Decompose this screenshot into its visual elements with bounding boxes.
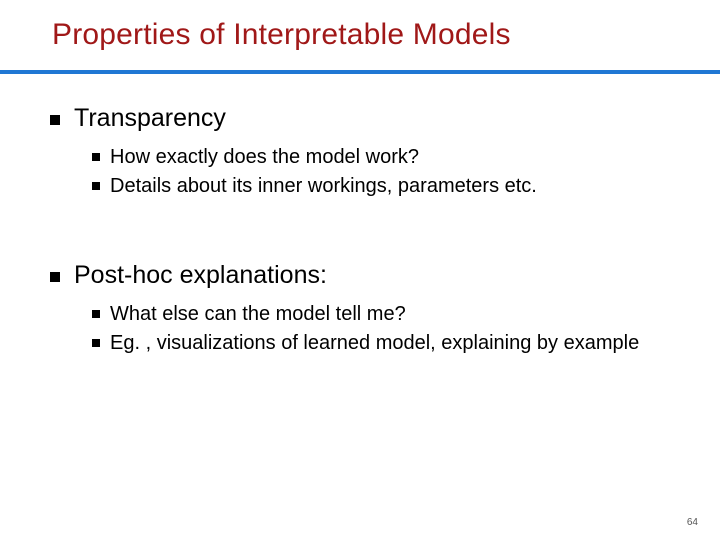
list-item: What else can the model tell me? (92, 302, 670, 327)
list-item: Transparency (50, 104, 670, 133)
square-bullet-icon (50, 272, 60, 282)
content-area: Transparency How exactly does the model … (0, 74, 720, 356)
slide-title: Properties of Interpretable Models (52, 18, 680, 52)
sub-list: What else can the model tell me? Eg. , v… (50, 300, 670, 356)
sub-list: How exactly does the model work? Details… (50, 143, 670, 199)
section-heading: Post-hoc explanations: (74, 261, 327, 290)
square-bullet-icon (50, 115, 60, 125)
list-item: How exactly does the model work? (92, 145, 670, 170)
list-item: Eg. , visualizations of learned model, e… (92, 331, 670, 356)
page-number: 64 (687, 517, 698, 528)
square-bullet-icon (92, 339, 100, 347)
list-item: Post-hoc explanations: (50, 261, 670, 290)
title-wrap: Properties of Interpretable Models (0, 0, 720, 60)
square-bullet-icon (92, 182, 100, 190)
sub-item-text: Details about its inner workings, parame… (110, 174, 537, 199)
section-posthoc: Post-hoc explanations: What else can the… (50, 261, 670, 356)
sub-item-text: What else can the model tell me? (110, 302, 406, 327)
sub-item-text: How exactly does the model work? (110, 145, 419, 170)
section-heading: Transparency (74, 104, 226, 133)
sub-item-text: Eg. , visualizations of learned model, e… (110, 331, 639, 356)
slide: Properties of Interpretable Models Trans… (0, 0, 720, 540)
square-bullet-icon (92, 153, 100, 161)
square-bullet-icon (92, 310, 100, 318)
section-transparency: Transparency How exactly does the model … (50, 104, 670, 199)
list-item: Details about its inner workings, parame… (92, 174, 670, 199)
